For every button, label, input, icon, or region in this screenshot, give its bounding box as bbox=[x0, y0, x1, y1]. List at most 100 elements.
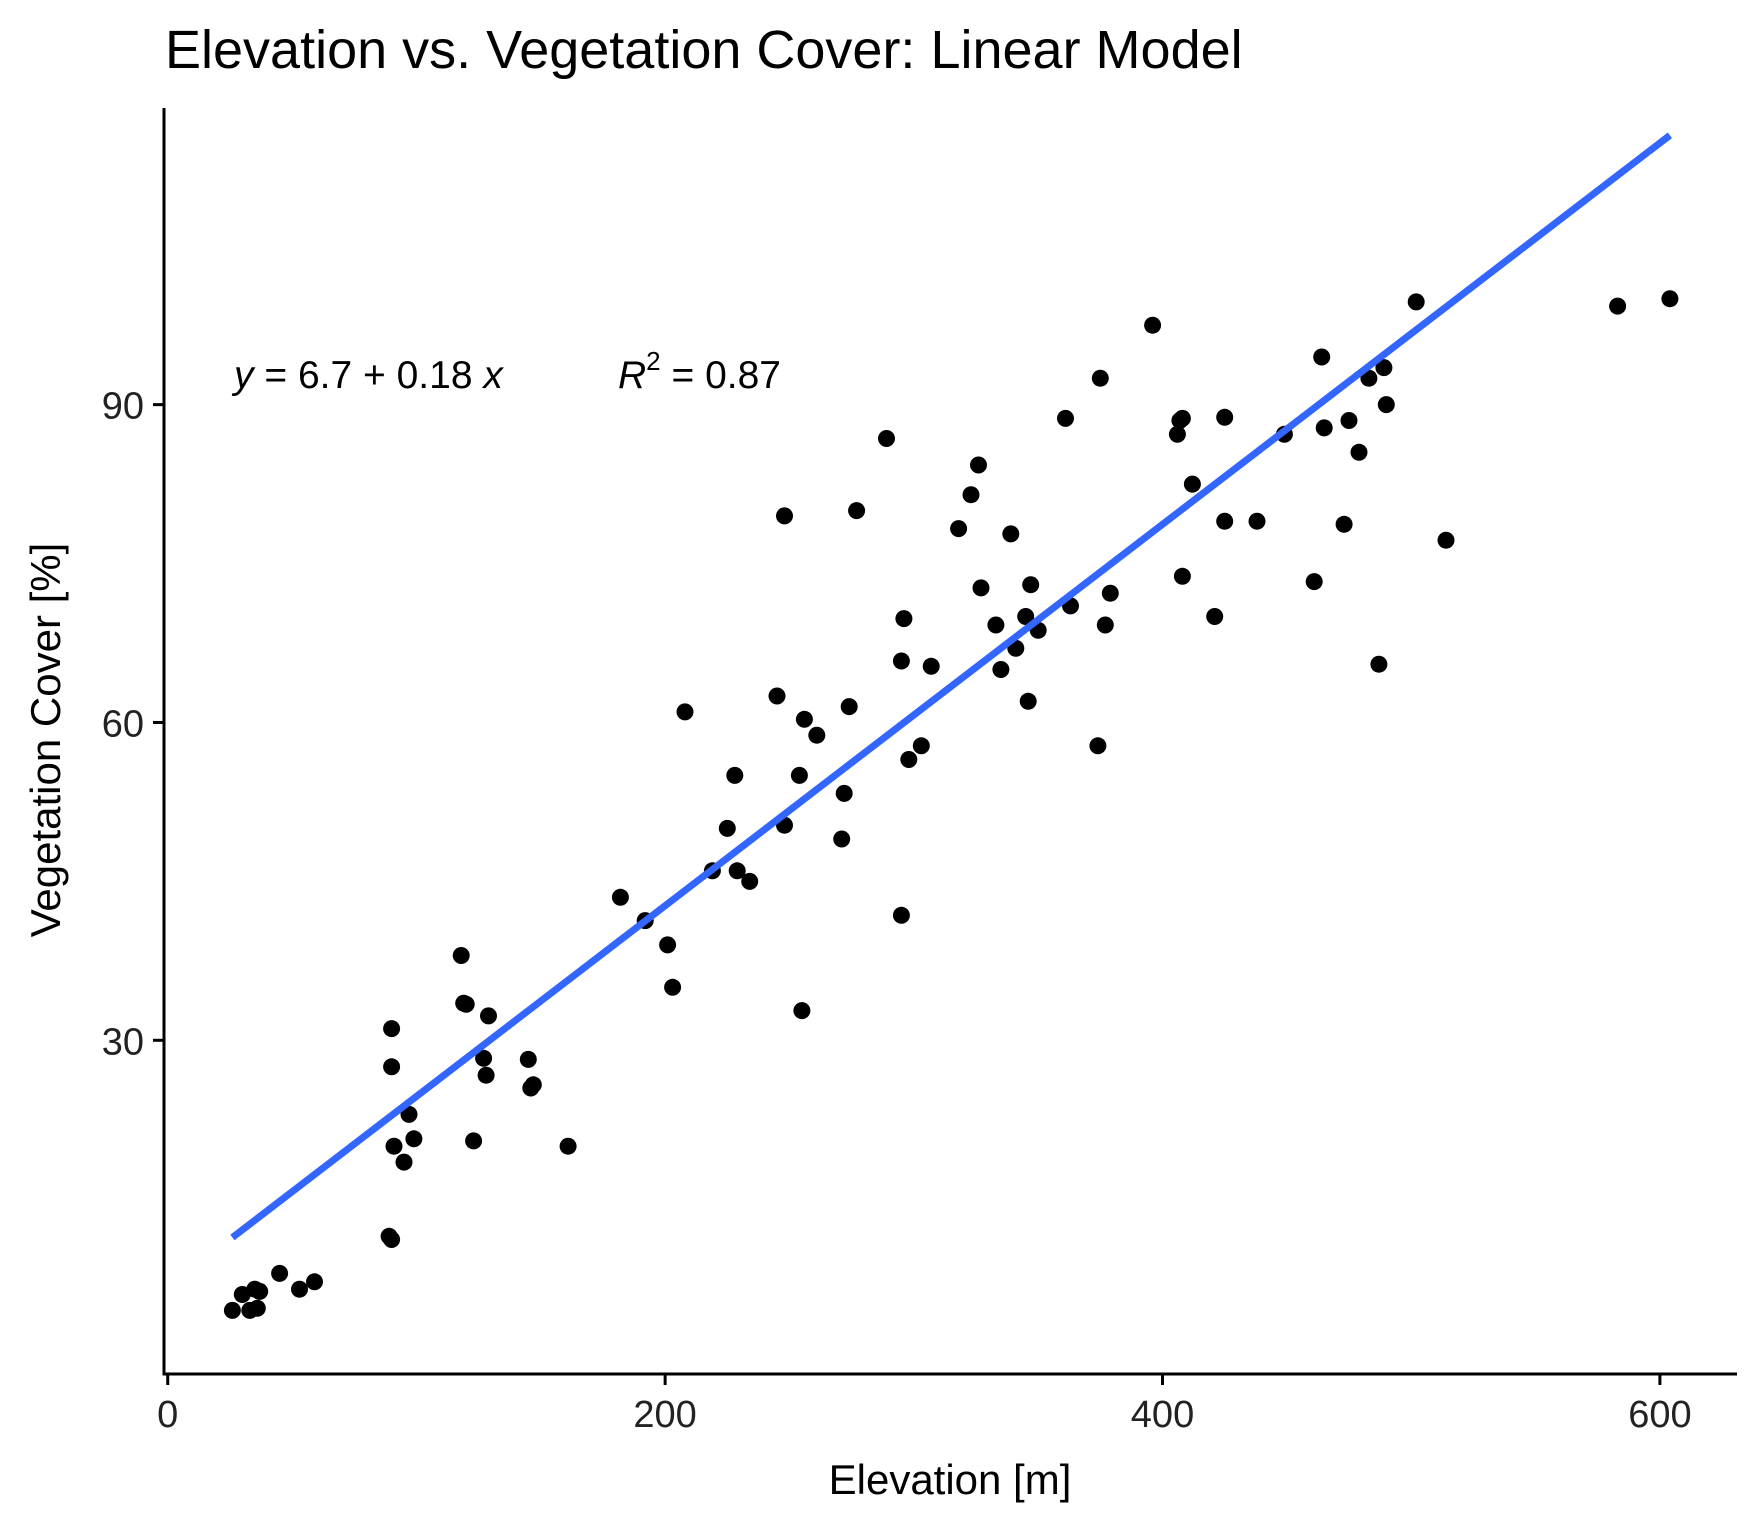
data-point-83 bbox=[1216, 512, 1234, 530]
data-point-37 bbox=[728, 862, 746, 880]
data-point-58 bbox=[962, 486, 980, 504]
equation-x-var: x bbox=[481, 354, 504, 397]
data-point-50 bbox=[878, 430, 895, 447]
x-axis-ticks: 0 200 400 600 bbox=[157, 1374, 1692, 1436]
data-point-59 bbox=[970, 456, 987, 474]
data-point-18 bbox=[452, 947, 470, 964]
x-tick-label-400: 400 bbox=[1131, 1394, 1194, 1436]
data-point-23 bbox=[477, 1066, 495, 1084]
data-point-9 bbox=[306, 1273, 323, 1291]
data-point-92 bbox=[1360, 369, 1378, 387]
data-point-86 bbox=[1305, 573, 1323, 591]
data-point-8 bbox=[291, 1280, 308, 1298]
data-point-12 bbox=[383, 1058, 401, 1076]
data-point-91 bbox=[1350, 443, 1368, 461]
data-point-73 bbox=[1096, 616, 1114, 634]
data-point-60 bbox=[972, 579, 990, 597]
data-point-16 bbox=[400, 1105, 418, 1123]
data-point-45 bbox=[808, 726, 826, 744]
chart-title: Elevation vs. Vegetation Cover: Linear M… bbox=[165, 20, 1243, 80]
data-point-67 bbox=[1022, 576, 1040, 594]
data-point-33 bbox=[676, 703, 694, 721]
data-point-90 bbox=[1340, 412, 1358, 429]
data-point-55 bbox=[912, 737, 930, 755]
data-point-44 bbox=[795, 710, 813, 728]
y-tick-label-90: 90 bbox=[102, 386, 144, 428]
data-point-95 bbox=[1377, 396, 1395, 414]
data-point-5 bbox=[248, 1299, 266, 1317]
data-point-88 bbox=[1315, 419, 1333, 437]
x-tick-label-200: 200 bbox=[633, 1394, 696, 1436]
data-point-97 bbox=[1437, 531, 1455, 549]
x-tick-label-0: 0 bbox=[157, 1394, 178, 1436]
data-point-53 bbox=[895, 610, 913, 628]
data-point-61 bbox=[987, 616, 1005, 634]
data-point-49 bbox=[848, 502, 866, 520]
data-point-93 bbox=[1370, 655, 1388, 673]
data-point-27 bbox=[524, 1076, 542, 1094]
data-point-62 bbox=[992, 661, 1010, 678]
data-point-63 bbox=[1002, 525, 1020, 543]
data-point-38 bbox=[741, 872, 759, 890]
data-point-65 bbox=[1017, 608, 1035, 625]
regression-equation: y = 6.7 + 0.18 x bbox=[231, 354, 504, 397]
data-point-94 bbox=[1375, 359, 1393, 377]
data-point-15 bbox=[395, 1153, 413, 1171]
data-point-96 bbox=[1407, 293, 1425, 311]
data-point-41 bbox=[776, 507, 793, 525]
data-point-80 bbox=[1183, 475, 1201, 493]
data-point-22 bbox=[475, 1049, 493, 1067]
data-points bbox=[223, 290, 1679, 1319]
y-tick-label-60: 60 bbox=[102, 703, 144, 745]
data-point-39 bbox=[768, 687, 786, 705]
r-squared-symbol: R bbox=[618, 354, 646, 397]
data-point-66 bbox=[1019, 692, 1037, 710]
r-squared-label: R2 = 0.87 bbox=[618, 346, 781, 397]
data-point-13 bbox=[383, 1020, 401, 1038]
data-point-7 bbox=[271, 1264, 289, 1282]
data-point-57 bbox=[950, 520, 968, 538]
x-axis-label: Elevation [m] bbox=[829, 1456, 1072, 1503]
equation-y-var: y bbox=[231, 354, 256, 397]
data-point-28 bbox=[559, 1137, 577, 1155]
data-point-76 bbox=[1168, 425, 1186, 443]
data-point-24 bbox=[480, 1007, 497, 1025]
data-point-84 bbox=[1248, 512, 1266, 530]
data-point-42 bbox=[790, 766, 808, 784]
r-squared-superscript: 2 bbox=[646, 346, 660, 376]
data-point-54 bbox=[900, 751, 918, 768]
data-point-72 bbox=[1091, 369, 1109, 387]
data-point-99 bbox=[1661, 290, 1679, 308]
data-point-20 bbox=[457, 995, 475, 1013]
data-point-32 bbox=[664, 978, 682, 996]
data-point-35 bbox=[718, 819, 736, 837]
x-tick-label-600: 600 bbox=[1628, 1394, 1691, 1436]
data-point-6 bbox=[251, 1282, 269, 1300]
data-point-74 bbox=[1101, 584, 1119, 602]
data-point-47 bbox=[835, 784, 853, 802]
data-point-31 bbox=[659, 936, 677, 954]
regression-line bbox=[230, 132, 1673, 1241]
data-point-79 bbox=[1173, 567, 1191, 585]
data-point-36 bbox=[726, 766, 744, 784]
r-squared-value: = 0.87 bbox=[661, 354, 781, 397]
equation-body: = 6.7 + 0.18 bbox=[254, 354, 484, 397]
data-point-46 bbox=[833, 830, 851, 848]
data-point-56 bbox=[922, 657, 940, 675]
data-point-52 bbox=[892, 652, 910, 670]
data-point-98 bbox=[1609, 297, 1627, 315]
data-point-81 bbox=[1206, 608, 1224, 625]
data-point-21 bbox=[465, 1132, 483, 1150]
data-point-17 bbox=[405, 1130, 423, 1148]
data-point-89 bbox=[1335, 515, 1353, 533]
y-axis-label: Vegetation Cover [%] bbox=[22, 543, 69, 938]
data-point-25 bbox=[519, 1050, 537, 1068]
data-point-43 bbox=[793, 1002, 811, 1020]
data-point-48 bbox=[840, 698, 858, 716]
data-point-1 bbox=[223, 1301, 241, 1319]
data-point-14 bbox=[385, 1137, 403, 1155]
y-axis-ticks: 30 60 90 bbox=[102, 386, 164, 1063]
data-point-51 bbox=[892, 906, 910, 924]
